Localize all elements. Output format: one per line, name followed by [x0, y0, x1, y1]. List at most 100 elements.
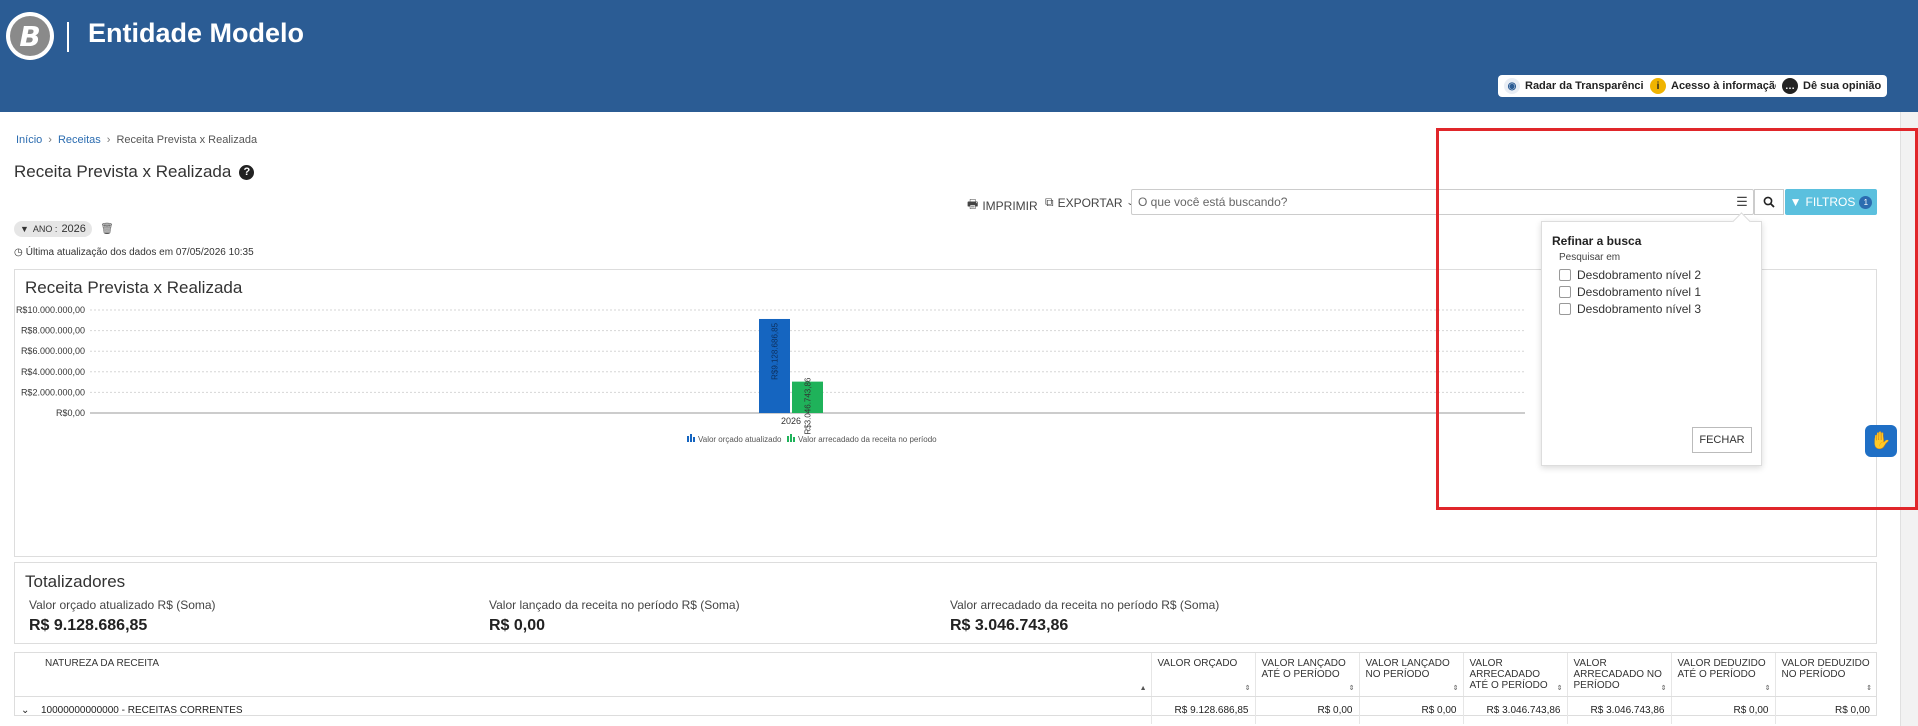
chat-bubble-icon: …: [1782, 78, 1798, 94]
opiniao-button[interactable]: … Dê sua opinião: [1776, 75, 1888, 97]
expand-chevron-icon[interactable]: ⌄: [21, 704, 30, 716]
option-desdobramento-3[interactable]: Desdobramento nível 3: [1559, 302, 1701, 316]
checkbox[interactable]: [1559, 303, 1571, 315]
column-header-arrecadado-no[interactable]: VALOR ARRECADADO NO PERÍODO ⇕: [1566, 653, 1671, 697]
column-header-lancado-no[interactable]: VALOR LANÇADO NO PERÍODO ⇕: [1358, 653, 1463, 697]
radar-transparencia-button[interactable]: ◉ Radar da Transparência: [1498, 75, 1656, 97]
table-cell: R$ 3.046.743,86: [1566, 696, 1671, 724]
accessibility-hands-icon[interactable]: ✋: [1865, 425, 1897, 457]
printer-icon: 🖶: [967, 197, 979, 211]
sort-icon: ⇕: [1244, 685, 1251, 692]
table-cell: R$ 9.128.686,85: [1150, 696, 1255, 724]
column-header-natureza[interactable]: NATUREZA DA RECEITA ▲: [15, 653, 1151, 697]
chart-panel: Receita Prevista x Realizada R$0,00 R$2.0…: [14, 269, 1877, 557]
last-update-info: ◷ Última atualização dos dados em 07/05/…: [14, 247, 254, 258]
table-cell: R$ 0,00: [1670, 696, 1775, 724]
info-icon: i: [1650, 78, 1666, 94]
column-header-deduzido-ate[interactable]: VALOR DEDUZIDO ATÉ O PERÍODO ⇕: [1670, 653, 1775, 697]
sort-icon: ⇕: [1348, 685, 1355, 692]
chevron-down-icon: ⌄: [1126, 197, 1135, 207]
popover-subtitle: Pesquisar em: [1559, 252, 1621, 263]
page-scrollbar[interactable]: [1900, 112, 1918, 726]
table-cell: R$ 3.046.743,86: [1462, 696, 1567, 724]
search-button[interactable]: [1754, 189, 1784, 215]
column-header-arrecadado-ate[interactable]: VALOR ARRECADADO ATÉ O PERÍODO ⇕: [1462, 653, 1567, 697]
data-table: NATUREZA DA RECEITA ▲ VALOR ORÇADO ⇕ VALOR…: [14, 652, 1877, 724]
legend-icon: [790, 434, 792, 442]
filter-chip-key: ANO :: [32, 224, 58, 234]
filters-count-badge: 1: [1859, 195, 1873, 209]
chevron-right-icon: ›: [48, 134, 52, 146]
option-label: Desdobramento nível 2: [1577, 268, 1702, 282]
sort-icon: ⇕: [1660, 685, 1667, 692]
totals-title: Totalizadores: [25, 572, 126, 591]
legend-label: Valor orçado atualizado: [698, 435, 782, 444]
search-input[interactable]: [1138, 195, 1731, 209]
filters-button[interactable]: ▼ FILTROS 1: [1785, 189, 1877, 215]
legend-icon: [687, 436, 689, 442]
sort-icon: ⇕: [1556, 685, 1563, 692]
table-cell: R$ 0,00: [1358, 696, 1463, 724]
filter-chip-value: 2026: [61, 223, 86, 235]
column-header-label: VALOR ORÇADO: [1157, 658, 1238, 669]
total-label: Valor arrecadado da receita no período R…: [950, 598, 1220, 612]
total-value: R$ 9.128.686,85: [29, 617, 148, 634]
checkbox[interactable]: [1559, 269, 1571, 281]
print-button[interactable]: 🖶 IMPRIMIR: [967, 195, 1038, 216]
option-desdobramento-2[interactable]: Desdobramento nível 2: [1559, 268, 1701, 282]
y-tick-label: R$0,00: [56, 408, 85, 418]
help-icon[interactable]: ?: [239, 164, 255, 180]
column-header-label: VALOR ARRECADADO ATÉ O PERÍODO: [1469, 658, 1548, 691]
app-title: Entidade Modelo: [88, 18, 304, 48]
opiniao-label: Dê sua opinião: [1803, 80, 1882, 92]
total-item: Valor lançado da receita no período R$ (…: [489, 598, 740, 635]
table-cell: R$ 0,00: [1254, 696, 1359, 724]
export-label: EXPORTAR: [1057, 195, 1123, 210]
totals-panel: Totalizadores Valor orçado atualizado R$…: [14, 562, 1877, 644]
popover-title: Refinar a busca: [1552, 234, 1642, 248]
table-cell: R$ 0,00: [1774, 696, 1876, 724]
sort-icon: ⇕: [1452, 685, 1459, 692]
option-label: Desdobramento nível 1: [1577, 285, 1702, 299]
checkbox[interactable]: [1559, 286, 1571, 298]
total-value: R$ 3.046.743,86: [950, 617, 1069, 634]
legend-icon: [793, 437, 795, 442]
column-header-lancado-ate[interactable]: VALOR LANÇADO ATÉ O PERÍODO ⇕: [1254, 653, 1359, 697]
y-tick-label: R$10.000.000,00: [16, 305, 85, 315]
legend-icon: [787, 436, 789, 442]
radar-icon: ◉: [1504, 78, 1520, 94]
logo[interactable]: B: [6, 12, 54, 60]
y-tick-label: R$2.000.000,00: [21, 387, 85, 397]
breadcrumb-receitas[interactable]: Receitas: [57, 134, 101, 146]
print-label: IMPRIMIR: [982, 198, 1038, 213]
logo-letter: B: [10, 16, 50, 56]
bar: [759, 318, 790, 413]
x-tick-label: 2026: [781, 416, 801, 426]
page-title-text: Receita Prevista x Realizada: [14, 162, 232, 181]
trash-icon[interactable]: 🗑: [100, 223, 114, 235]
breadcrumb-inicio[interactable]: Início: [16, 134, 43, 146]
radar-label: Radar da Transparência: [1525, 80, 1650, 92]
table-row[interactable]: ⌄ 10000000000000 - RECEITAS CORRENTES R$ …: [15, 696, 1876, 724]
option-label: Desdobramento nível 3: [1577, 302, 1702, 316]
breadcrumb-current: Receita Prevista x Realizada: [116, 134, 258, 146]
option-desdobramento-1[interactable]: Desdobramento nível 1: [1559, 285, 1701, 299]
column-header-deduzido-no[interactable]: VALOR DEDUZIDO NO PERÍODO ⇕: [1774, 653, 1876, 697]
total-value: R$ 0,00: [489, 617, 546, 634]
column-header-valor-orcado[interactable]: VALOR ORÇADO ⇕: [1150, 653, 1255, 697]
external-link-icon: ⧉: [1045, 195, 1054, 209]
acesso-informacao-button[interactable]: i Acesso à informação: [1644, 75, 1788, 97]
sliders-icon[interactable]: ☰: [1736, 194, 1748, 209]
close-button[interactable]: FECHAR: [1692, 427, 1752, 453]
column-header-label: VALOR LANÇADO ATÉ O PERÍODO: [1261, 658, 1346, 680]
chart-title: Receita Prevista x Realizada: [25, 278, 243, 297]
y-tick-label: R$4.000.000,00: [21, 367, 85, 377]
export-button[interactable]: ⧉ EXPORTAR ⌄: [1045, 195, 1134, 210]
sort-asc-icon: ▲: [1139, 685, 1147, 692]
clock-icon: ◷: [14, 247, 23, 258]
filter-chip-ano[interactable]: ▼ ANO : 2026: [14, 221, 92, 237]
total-item: Valor orçado atualizado R$ (Soma) R$ 9.1…: [29, 598, 216, 635]
data-label: R$9.128.686,85: [771, 322, 780, 379]
column-header-label: VALOR DEDUZIDO ATÉ O PERÍODO: [1677, 658, 1766, 680]
y-tick-label: R$8.000.000,00: [21, 326, 85, 336]
